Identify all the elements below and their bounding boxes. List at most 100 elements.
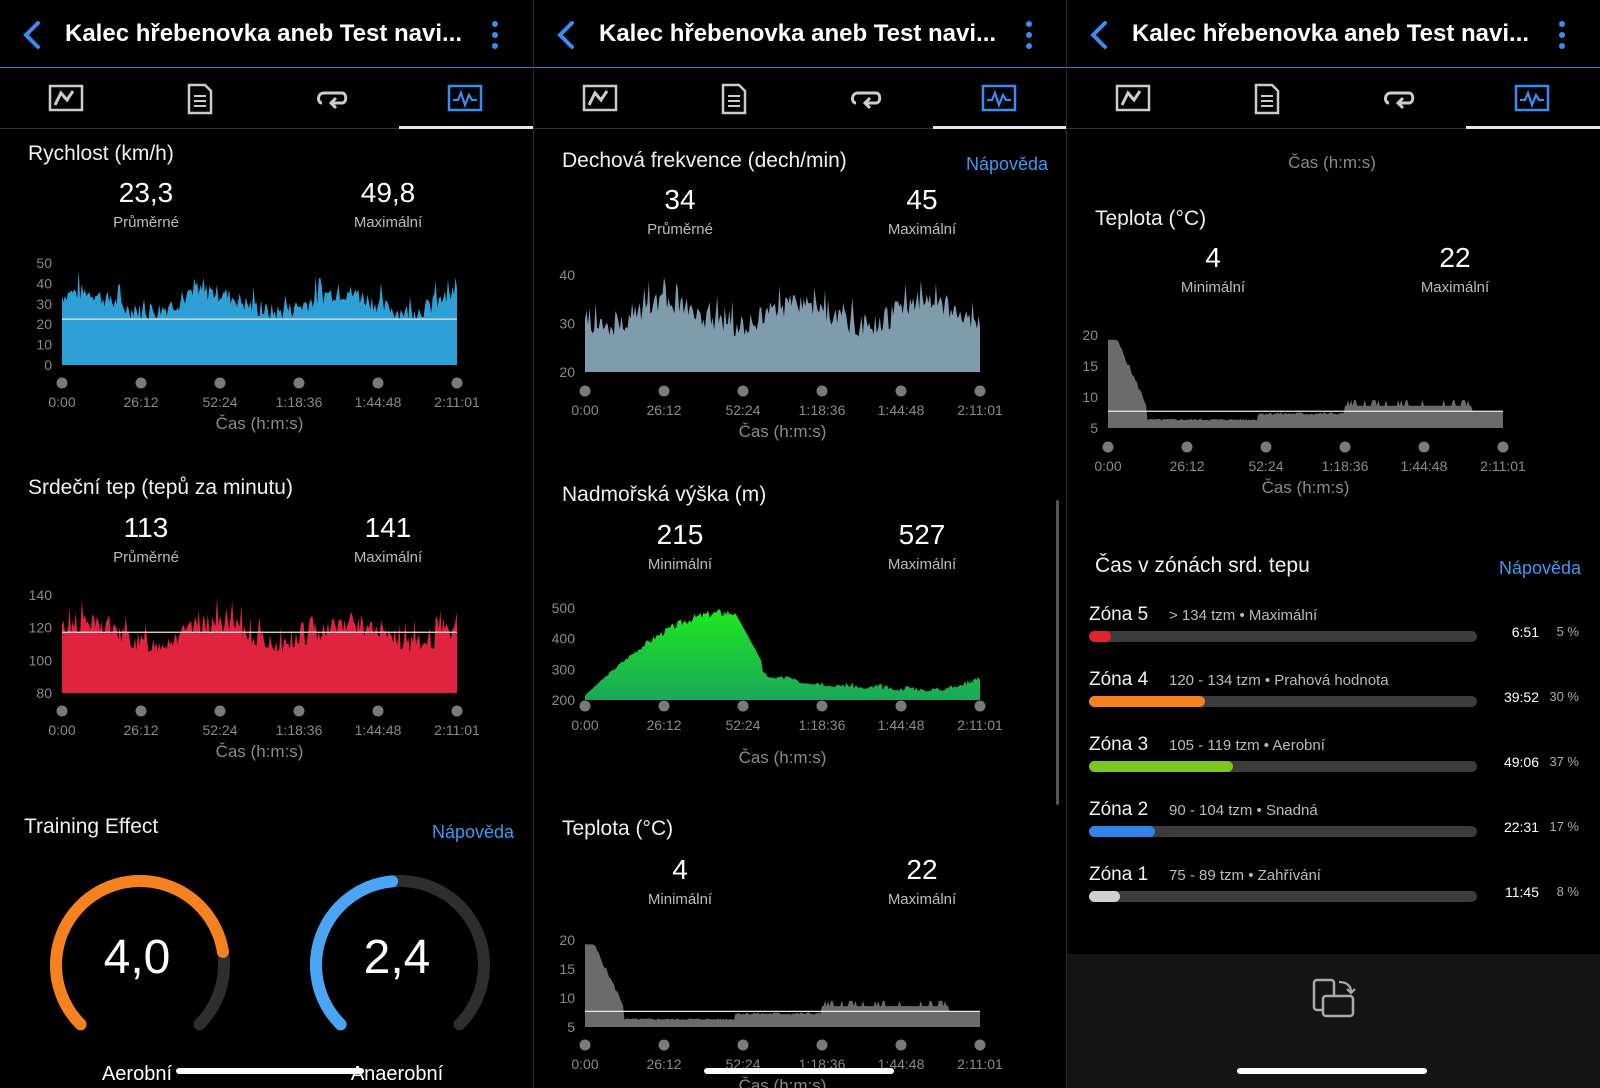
x-tick-dot[interactable] xyxy=(895,385,907,397)
x-tick-label: 2:11:01 xyxy=(957,1056,1003,1072)
x-tick-label: 2:11:01 xyxy=(1480,458,1526,474)
zone-name: Zóna 1 xyxy=(1089,864,1149,885)
x-tick-dot[interactable] xyxy=(816,700,828,712)
x-tick-dot[interactable] xyxy=(1181,441,1193,453)
x-tick-dot[interactable] xyxy=(293,705,305,717)
x-tick-dot[interactable] xyxy=(974,700,986,712)
tab-bar xyxy=(1067,69,1600,129)
scrollbar[interactable] xyxy=(1056,500,1059,805)
back-arrow-icon[interactable] xyxy=(20,20,44,50)
x-tick-dot[interactable] xyxy=(895,1039,907,1051)
x-tick-dot[interactable] xyxy=(372,705,384,717)
x-tick-dot[interactable] xyxy=(1418,441,1430,453)
tab-charts[interactable] xyxy=(933,69,1067,129)
resp-avg-value: 34 xyxy=(664,184,696,215)
hr-zone-row: Zóna 5 > 134 tzm • Maximální 6:51 5 % xyxy=(1089,604,1589,664)
x-tick-dot[interactable] xyxy=(214,705,226,717)
laps-icon xyxy=(317,91,348,110)
x-tick-dot[interactable] xyxy=(579,1039,591,1051)
tab-laps[interactable] xyxy=(1333,69,1466,129)
home-indicator[interactable] xyxy=(1237,1068,1427,1074)
y-tick-label: 20 xyxy=(559,364,575,380)
home-indicator[interactable] xyxy=(176,1068,364,1074)
rotate-device-icon[interactable] xyxy=(1311,976,1357,1020)
x-tick-dot[interactable] xyxy=(135,377,147,389)
hr-zones-help-link[interactable]: Nápověda xyxy=(1499,558,1582,578)
y-tick-label: 10 xyxy=(1082,389,1098,405)
elevation-chart: 500 400 300 200 0:00 26:12 52:24 1:18:36 1:44:48… xyxy=(552,600,1003,767)
x-tick-dot[interactable] xyxy=(658,700,670,712)
x-tick-dot[interactable] xyxy=(579,385,591,397)
x-tick-label: 1:18:36 xyxy=(276,722,323,738)
back-arrow-icon[interactable] xyxy=(554,20,578,50)
x-tick-dot[interactable] xyxy=(816,385,828,397)
y-tick-label: 140 xyxy=(29,590,53,603)
tab-overview[interactable] xyxy=(534,69,667,129)
zone-bar-fill xyxy=(1089,696,1206,707)
y-tick-label: 30 xyxy=(36,296,52,312)
x-tick-dot[interactable] xyxy=(1497,441,1509,453)
speed-avg-value: 23,3 xyxy=(118,177,174,208)
heart-rate-title: Srdeční tep (tepů za minutu) xyxy=(28,476,293,499)
x-tick-dot[interactable] xyxy=(214,377,226,389)
series-area xyxy=(585,609,980,700)
y-tick-label: 15 xyxy=(559,961,575,977)
tab-details[interactable] xyxy=(667,69,800,129)
x-tick-dot[interactable] xyxy=(974,1039,986,1051)
temperature-title: Teplota (°C) xyxy=(1095,207,1207,230)
x-tick-label: 1:18:36 xyxy=(799,402,846,418)
tab-details[interactable] xyxy=(133,69,266,129)
x-tick-dot[interactable] xyxy=(1102,441,1114,453)
aerobic-label: Aerobní xyxy=(101,1063,173,1085)
zone-name: Zóna 5 xyxy=(1089,604,1149,625)
x-tick-dot[interactable] xyxy=(658,385,670,397)
x-tick-dot[interactable] xyxy=(451,377,463,389)
hr-max-label: Maximální xyxy=(353,549,423,566)
zone-time: 39:52 xyxy=(1503,689,1539,705)
x-tick-dot[interactable] xyxy=(579,700,591,712)
tab-laps[interactable] xyxy=(800,69,933,129)
more-options-icon[interactable] xyxy=(1025,20,1033,50)
tab-charts[interactable] xyxy=(1466,69,1600,129)
x-tick-dot[interactable] xyxy=(658,1039,670,1051)
x-tick-dot[interactable] xyxy=(974,385,986,397)
speed-chart: 50 40 30 20 10 0 0:00 26:12 52:24 1:18:36 1:44:48 2… xyxy=(36,255,480,433)
zone-bar-track xyxy=(1089,826,1477,837)
more-options-icon[interactable] xyxy=(1558,20,1566,50)
respiration-help-link[interactable]: Nápověda xyxy=(966,154,1049,174)
x-tick-dot[interactable] xyxy=(135,705,147,717)
x-tick-dot[interactable] xyxy=(1339,441,1351,453)
x-tick-dot[interactable] xyxy=(451,705,463,717)
panel-divider xyxy=(1066,0,1067,1088)
more-options-icon[interactable] xyxy=(491,20,499,50)
x-tick-label: 26:12 xyxy=(123,722,158,738)
x-tick-dot[interactable] xyxy=(737,700,749,712)
x-tick-dot[interactable] xyxy=(895,700,907,712)
x-tick-dot[interactable] xyxy=(293,377,305,389)
tab-details[interactable] xyxy=(1200,69,1333,129)
home-indicator[interactable] xyxy=(704,1068,894,1074)
tab-overview[interactable] xyxy=(0,69,133,129)
x-tick-dot[interactable] xyxy=(56,705,68,717)
laps-icon xyxy=(851,91,882,110)
tab-charts[interactable] xyxy=(399,69,533,129)
zone-bar-track xyxy=(1089,891,1477,902)
y-tick-label: 5 xyxy=(567,1019,575,1035)
x-tick-dot[interactable] xyxy=(737,385,749,397)
app-header: Kalec hřebenovka aneb Test navi... xyxy=(534,0,1067,68)
x-tick-dot[interactable] xyxy=(816,1039,828,1051)
x-tick-dot[interactable] xyxy=(372,377,384,389)
zone-name: Zóna 3 xyxy=(1089,734,1149,755)
tab-overview[interactable] xyxy=(1067,69,1200,129)
zone-range: 90 - 104 tzm • Snadná xyxy=(1169,802,1318,819)
details-icon xyxy=(1254,83,1280,115)
temp-max-value: 22 xyxy=(1439,242,1471,273)
zone-name: Zóna 4 xyxy=(1089,669,1149,690)
tab-laps[interactable] xyxy=(266,69,399,129)
x-tick-dot[interactable] xyxy=(1260,441,1272,453)
x-tick-dot[interactable] xyxy=(737,1039,749,1051)
x-tick-dot[interactable] xyxy=(56,377,68,389)
y-tick-label: 120 xyxy=(29,620,53,636)
back-arrow-icon[interactable] xyxy=(1087,20,1111,50)
training-effect-help-link[interactable]: Nápověda xyxy=(432,822,515,842)
